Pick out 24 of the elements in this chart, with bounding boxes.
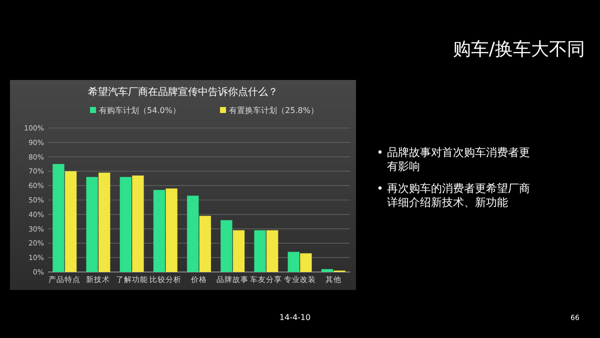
bar: [52, 164, 64, 272]
bar: [120, 176, 132, 272]
text: 再次购车的消费者更希望厂商详细介绍新技术、新功能: [387, 182, 530, 209]
bar: [254, 230, 266, 272]
bar: [300, 253, 312, 272]
text: 购车/换车大不同: [452, 39, 585, 60]
legend-label: 有置换车计划（25.8%）: [229, 106, 318, 115]
bar: [166, 188, 178, 272]
text: 品牌故事对首次购车消费者更有影响: [387, 146, 530, 173]
chart-title: 希望汽车厂商在品牌宣传中告诉你点什么？: [88, 86, 278, 98]
bar: [153, 190, 166, 272]
bar: [321, 269, 334, 272]
bar: [86, 176, 98, 272]
text: 14-4-10: [279, 313, 311, 322]
bar: [98, 172, 110, 272]
bar: [266, 230, 278, 272]
bar: [220, 220, 232, 272]
bar: [232, 230, 245, 272]
bar: [132, 176, 144, 272]
bar: [288, 252, 300, 272]
legend-label: 有购车计划（54.0%）: [99, 106, 180, 115]
bar: [64, 171, 77, 272]
bar: [199, 216, 211, 272]
bar: [187, 196, 199, 272]
